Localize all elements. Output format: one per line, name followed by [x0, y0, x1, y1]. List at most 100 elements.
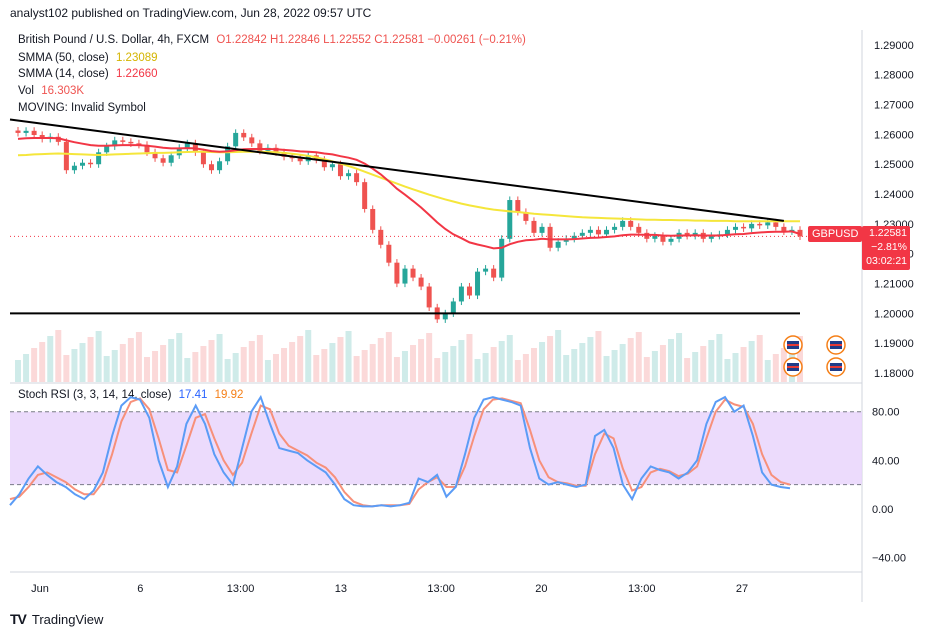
volume-bar [595, 331, 602, 382]
candle-body [571, 235, 577, 239]
volume-bar [635, 332, 642, 382]
stoch-tick-label: −40.00 [872, 552, 906, 564]
x-tick-label: 13 [335, 583, 347, 595]
candle-body [208, 164, 214, 171]
volume-bar [240, 347, 247, 382]
volume-bar [192, 352, 199, 382]
candle-body [394, 262, 400, 284]
candle-body [450, 301, 456, 314]
volume-bar [659, 345, 666, 382]
footer-brand[interactable]: TV TradingView [10, 611, 103, 627]
candle-body [466, 286, 472, 296]
candle-body [402, 268, 408, 284]
sma14-line [17, 137, 801, 250]
volume-bar [539, 342, 546, 382]
candle-body [684, 232, 690, 236]
candle-body [257, 143, 263, 151]
candle-body [200, 152, 206, 165]
candle-body [660, 235, 666, 242]
price-tick-label: 1.29000 [874, 40, 914, 52]
volume-bar [176, 333, 183, 382]
volume-bar [563, 355, 570, 382]
candle-body [515, 200, 521, 212]
volume-bar [208, 340, 215, 382]
volume-bar [39, 342, 46, 382]
x-tick-label: 13:00 [227, 583, 255, 595]
volume-bar [410, 345, 417, 382]
candle-body [79, 162, 85, 166]
volume-bar [224, 359, 231, 382]
published-header: analyst102 published on TradingView.com,… [10, 6, 372, 20]
ohlc-values: O1.22842 H1.22846 L1.22552 C1.22581 −0.0… [216, 34, 526, 46]
volume-bar [87, 337, 94, 382]
candle-body [15, 130, 21, 133]
sma50-value: 1.23089 [115, 52, 158, 64]
candle-body [724, 229, 730, 235]
price-tick-label: 1.25000 [874, 159, 914, 171]
volume-bar [369, 344, 376, 382]
volume-bar [732, 353, 739, 382]
price-tick-label: 1.20000 [874, 308, 914, 320]
volume-bar [345, 331, 352, 382]
candle-body [217, 161, 223, 171]
volume-bar [482, 353, 489, 382]
volume-bar [31, 348, 38, 382]
candle-body [321, 159, 327, 168]
volume-bar [466, 334, 473, 382]
candle-body [668, 238, 674, 242]
volume-bar [740, 347, 747, 382]
candle-body [418, 277, 424, 287]
x-tick-label: Jun [31, 583, 49, 595]
candle-body [96, 152, 102, 165]
volume-bar [530, 348, 537, 382]
volume-bar [490, 347, 497, 382]
volume-bar [434, 358, 441, 382]
volume-bar [160, 345, 167, 382]
volume-bar [458, 340, 465, 382]
x-tick-label: 27 [736, 583, 748, 595]
volume-bar [71, 349, 78, 382]
candle-body [741, 226, 747, 229]
volume-bar [248, 341, 255, 382]
candle-body [144, 144, 150, 153]
candle-body [168, 155, 174, 163]
candle-body [652, 235, 658, 239]
symbol-label: British Pound / U.S. Dollar, 4h, FXCM [18, 34, 210, 46]
volume-bar [23, 354, 30, 382]
volume-bar [63, 355, 70, 382]
volume-bar [119, 344, 126, 382]
candle-body [595, 229, 601, 235]
volume-bar [15, 360, 21, 382]
last-price: 1.22581 [869, 227, 907, 239]
price-tick-label: 1.26000 [874, 129, 914, 141]
candle-body [612, 226, 618, 230]
legend-moving: MOVING: Invalid Symbol [18, 102, 146, 114]
x-tick-label: 13:00 [427, 583, 455, 595]
candle-body [499, 238, 505, 278]
candle-body [555, 241, 561, 248]
volume-bar [377, 338, 384, 382]
candle-body [628, 220, 634, 227]
price-tick-label: 1.21000 [874, 279, 914, 291]
volume-bar [514, 360, 521, 382]
volume-bar [684, 358, 691, 382]
volume-bar [716, 334, 723, 382]
candle-body [184, 143, 190, 148]
candle-body [297, 158, 303, 162]
candle-body [620, 220, 626, 227]
volume-bar [498, 341, 505, 382]
sma50-line [17, 150, 800, 223]
candle-body [587, 229, 593, 233]
candle-body [410, 268, 416, 278]
candle-body [104, 146, 110, 153]
candle-body [354, 173, 360, 183]
stoch-tick-label: 80.00 [872, 407, 900, 419]
volume-bar [111, 350, 118, 382]
candle-body [370, 208, 376, 230]
candle-body [426, 286, 432, 308]
volume-bar [587, 337, 594, 382]
candle-body [71, 165, 77, 171]
descending-trendline [9, 118, 785, 222]
legend-volume: Vol 16.303K [18, 85, 84, 97]
